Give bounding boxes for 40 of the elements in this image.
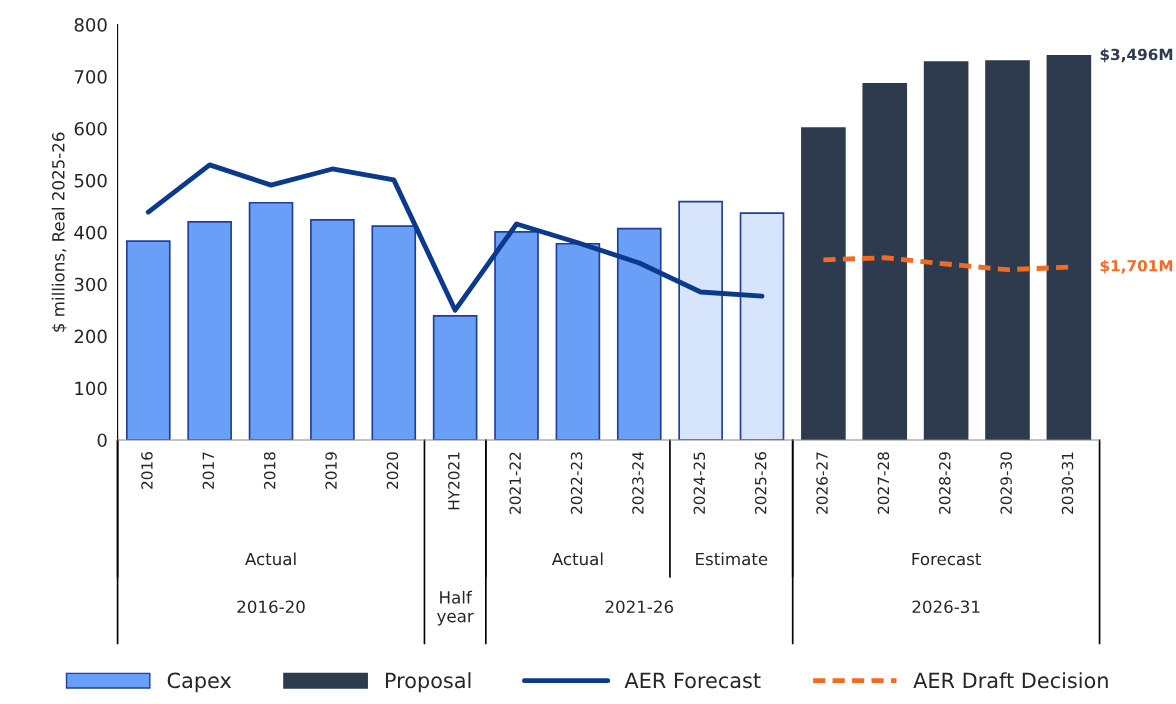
legend-label: AER Draft Decision — [913, 672, 1108, 689]
x-tick-label: 2020 — [386, 452, 399, 489]
y-tick-label: 0 — [97, 433, 107, 448]
y-tick-label: 700 — [74, 70, 107, 84]
x-tick-label: 2019 — [325, 452, 337, 489]
y-axis-title: $ millions, Real 2025-26 — [51, 132, 67, 332]
x-tick-label: 2016 — [141, 452, 153, 489]
x-tick-label: 2023-24 — [632, 451, 644, 514]
x-tick-label: HY2021 — [448, 452, 460, 510]
y-tick-label: 300 — [74, 277, 107, 292]
y-tick-label: 200 — [74, 329, 107, 344]
x-tick-label: 2027-28 — [877, 452, 890, 514]
x-tick-label: 2017 — [202, 452, 215, 489]
x-tick-label: 2021-22 — [509, 452, 521, 514]
y-tick-label: 600 — [74, 121, 107, 136]
legend-label: Proposal — [385, 672, 471, 693]
x-tick-label: 2029-30 — [1000, 452, 1012, 514]
annotation: $3,496M — [1100, 48, 1173, 63]
x-tick-label: 2025-26 — [754, 452, 767, 514]
text: Forecast — [912, 552, 981, 566]
text: Estimate — [696, 552, 768, 566]
text: 2026-31 — [912, 600, 980, 614]
text: Actual — [551, 552, 603, 566]
legend-label: AER Forecast — [624, 672, 761, 689]
x-tick-label: 2018 — [263, 452, 276, 489]
y-tick-label: 500 — [74, 173, 107, 188]
x-tick-label: 2022-23 — [570, 452, 583, 514]
y-tick-label: 400 — [74, 225, 107, 240]
x-tick-label: 2028-29 — [939, 452, 951, 514]
text: 2016-20 — [237, 600, 305, 614]
x-tick-label: 2030-31 — [1061, 452, 1074, 514]
text: Actual — [245, 552, 296, 566]
x-tick-label: 2026-27 — [816, 452, 828, 514]
x-tick-label: 2024-25 — [693, 452, 706, 514]
legend-label: Capex — [167, 672, 232, 693]
text: Half year — [437, 590, 474, 626]
y-tick-label: 100 — [75, 381, 107, 396]
annotation: $1,701M — [1100, 259, 1173, 274]
text: 2021-26 — [605, 600, 674, 614]
y-tick-label: 800 — [74, 18, 107, 32]
